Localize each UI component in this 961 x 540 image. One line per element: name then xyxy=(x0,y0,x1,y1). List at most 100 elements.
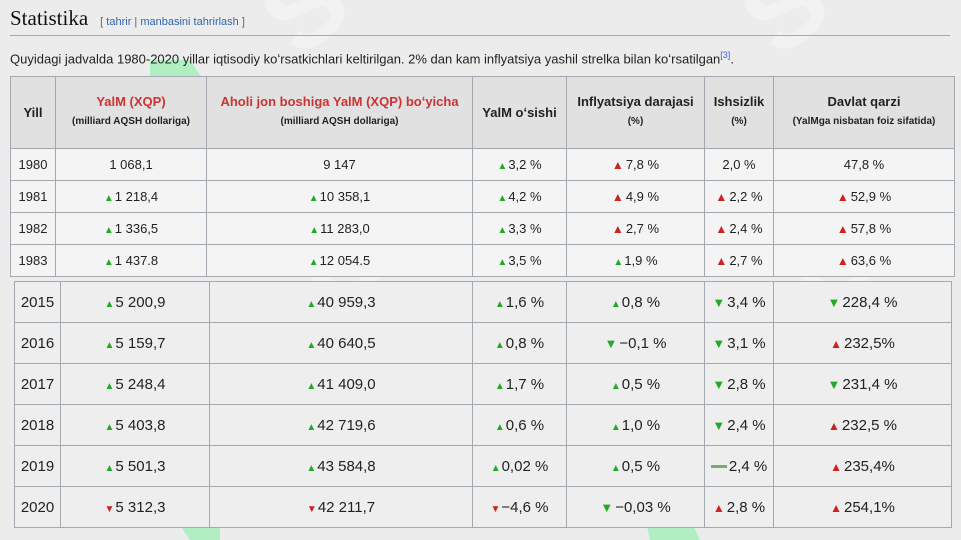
arrow-up-icon: ▲ xyxy=(103,193,114,204)
arrow-up-icon: ▲ xyxy=(497,193,508,204)
arrow-up-icon: ▲ xyxy=(104,421,115,433)
cell-gdp: ▲1 218,4 xyxy=(55,180,207,213)
cell-inflation: ▲0,5 % xyxy=(566,363,705,405)
cell-year: 1982 xyxy=(10,212,56,245)
cell-growth: ▲0,6 % xyxy=(472,404,567,446)
arrow-up-icon: ▲ xyxy=(611,190,624,204)
cell-unemployment: ▲ 2,7 % xyxy=(704,244,774,277)
table-row: 2019 ▲5 501,3 ▲43 584,8 ▲0,02 % ▲0,5 % 2… xyxy=(14,445,952,487)
arrow-down-icon: ▼ xyxy=(306,503,317,515)
arrow-up-icon: ▲ xyxy=(836,222,849,236)
table-row: 2016 ▲5 159,7 ▲40 640,5 ▲0,8 % ▼ −0,1 % ▼… xyxy=(14,322,952,364)
statistics-table-recent: 2015 ▲5 200,9 ▲40 959,3 ▲1,6 % ▲0,8 % ▼ 3… xyxy=(14,281,952,528)
cell-gdp-per-capita: ▼42 211,7 xyxy=(209,486,473,528)
cell-growth: ▼−4,6 % xyxy=(472,486,567,528)
arrow-up-icon: ▲ xyxy=(104,298,115,310)
section-heading: Statistika [ tahrir | manbasini tahrirla… xyxy=(10,6,950,36)
arrow-up-icon: ▲ xyxy=(712,500,725,515)
cell-gdp: 1 068,1 xyxy=(55,148,207,181)
cell-year: 2015 xyxy=(14,281,61,323)
table-row: 1980 1 068,1 9 147 ▲3,2 % ▲ 7,8 % 2,0 % 4… xyxy=(10,148,955,181)
header-gdp: YalM (XQP) (milliard AQSH dollariga) xyxy=(55,76,207,149)
arrow-up-icon: ▲ xyxy=(306,462,317,474)
arrow-up-icon: ▲ xyxy=(610,462,621,474)
cell-unemployment: 2,0 % xyxy=(704,148,774,181)
cell-gdp: ▲5 248,4 xyxy=(60,363,210,405)
cell-growth: ▲1,7 % xyxy=(472,363,567,405)
cell-debt: ▲ 254,1% xyxy=(773,486,952,528)
cell-inflation: ▲ 7,8 % xyxy=(566,148,705,181)
cell-growth: ▲4,2 % xyxy=(472,180,567,213)
cell-inflation: ▲ 4,9 % xyxy=(566,180,705,213)
arrow-up-icon: ▲ xyxy=(306,380,317,392)
arrow-up-icon: ▲ xyxy=(306,421,317,433)
cell-year: 2017 xyxy=(14,363,61,405)
arrow-up-icon: ▲ xyxy=(610,421,621,433)
table-header-row: Yill YalM (XQP) (milliard AQSH dollariga)… xyxy=(10,76,955,149)
header-inflation: Inflyatsiya darajasi (%) xyxy=(566,76,705,149)
arrow-up-icon: ▲ xyxy=(103,225,114,236)
cell-unemployment: ▼ 2,4 % xyxy=(704,404,774,446)
arrow-down-icon: ▼ xyxy=(712,417,726,433)
reference-link[interactable]: [3] xyxy=(720,50,731,60)
arrow-up-icon: ▲ xyxy=(836,190,849,204)
cell-debt: ▲ 63,6 % xyxy=(773,244,955,277)
cell-unemployment: ▲ 2,2 % xyxy=(704,180,774,213)
arrow-up-icon: ▲ xyxy=(497,225,508,236)
cell-year: 2018 xyxy=(14,404,61,446)
arrow-down-icon: ▼ xyxy=(712,376,726,392)
cell-gdp: ▲5 200,9 xyxy=(60,281,210,323)
arrow-up-icon: ▲ xyxy=(494,380,505,392)
arrow-down-icon: ▼ xyxy=(712,335,726,351)
table-row: 2017 ▲5 248,4 ▲41 409,0 ▲1,7 % ▲0,5 % ▼ 2… xyxy=(14,363,952,405)
arrow-up-icon: ▲ xyxy=(494,421,505,433)
cell-gdp-per-capita: 9 147 xyxy=(206,148,473,181)
cell-debt: ▲ 232,5 % xyxy=(773,404,952,446)
steady-dash-icon xyxy=(710,465,727,469)
arrow-up-icon: ▲ xyxy=(306,339,317,351)
table-row: 1982 ▲1 336,5 ▲11 283,0 ▲3,3 % ▲ 2,7 % ▲ 2… xyxy=(10,212,955,245)
cell-unemployment: ▼ 3,1 % xyxy=(704,322,774,364)
arrow-up-icon: ▲ xyxy=(613,257,624,268)
intro-paragraph: Quyidagi jadvalda 1980-2020 yillar iqtis… xyxy=(10,50,734,67)
cell-inflation: ▼ −0,03 % xyxy=(566,486,705,528)
edit-link[interactable]: tahrir xyxy=(106,16,132,28)
cell-unemployment: ▼ 2,8 % xyxy=(704,363,774,405)
edit-source-link[interactable]: manbasini tahrirlash xyxy=(140,16,239,28)
arrow-up-icon: ▲ xyxy=(494,298,505,310)
cell-inflation: ▲0,5 % xyxy=(566,445,705,487)
cell-gdp-per-capita: ▲40 640,5 xyxy=(209,322,473,364)
header-year: Yill xyxy=(10,76,56,149)
arrow-up-icon: ▲ xyxy=(715,222,728,236)
header-gdp-growth: YalM oʻsishi xyxy=(472,76,567,149)
arrow-up-icon: ▲ xyxy=(836,254,849,268)
cell-year: 2016 xyxy=(14,322,61,364)
cell-growth: ▲1,6 % xyxy=(472,281,567,323)
arrow-up-icon: ▲ xyxy=(104,380,115,392)
header-debt: Davlat qarzi (YalMga nisbatan foiz sifati… xyxy=(773,76,955,149)
arrow-up-icon: ▲ xyxy=(715,190,728,204)
arrow-up-icon: ▲ xyxy=(715,254,728,268)
header-unemployment: Ishsizlik (%) xyxy=(704,76,774,149)
arrow-up-icon: ▲ xyxy=(830,336,842,351)
arrow-up-icon: ▲ xyxy=(104,339,115,351)
cell-year: 2019 xyxy=(14,445,61,487)
arrow-up-icon: ▲ xyxy=(308,257,319,268)
cell-inflation: ▲0,8 % xyxy=(566,281,705,323)
arrow-up-icon: ▲ xyxy=(830,500,842,515)
arrow-up-icon: ▲ xyxy=(104,462,115,474)
arrow-up-icon: ▲ xyxy=(497,161,508,172)
arrow-up-icon: ▲ xyxy=(494,339,505,351)
arrow-up-icon: ▲ xyxy=(306,298,317,310)
cell-inflation: ▼ −0,1 % xyxy=(566,322,705,364)
table-row: 2020 ▼5 312,3 ▼42 211,7 ▼−4,6 % ▼ −0,03 %… xyxy=(14,486,952,528)
arrow-down-icon: ▼ xyxy=(827,376,841,392)
cell-debt: 47,8 % xyxy=(773,148,955,181)
arrow-down-icon: ▼ xyxy=(604,335,618,351)
cell-growth: ▲3,5 % xyxy=(472,244,567,277)
header-gdp-per-capita: Aholi jon boshiga YalM (XQP) boʻyicha (mi… xyxy=(206,76,473,149)
arrow-down-icon: ▼ xyxy=(490,503,501,515)
cell-debt: ▼ 228,4 % xyxy=(773,281,952,323)
cell-unemployment: ▲ 2,8 % xyxy=(704,486,774,528)
cell-debt: ▼ 231,4 % xyxy=(773,363,952,405)
